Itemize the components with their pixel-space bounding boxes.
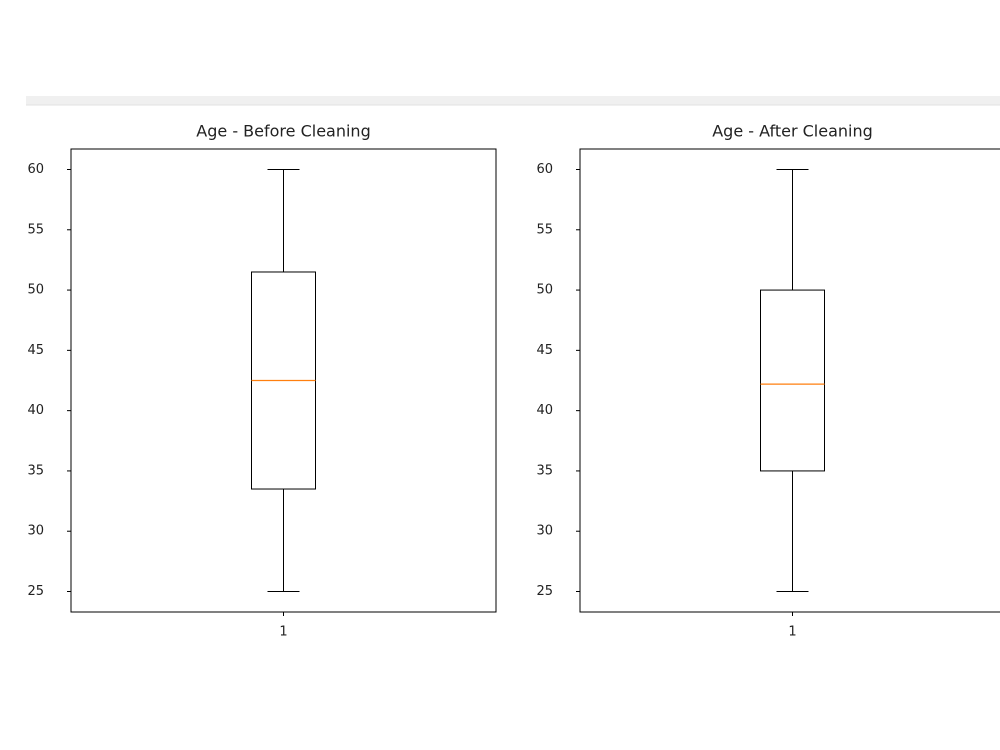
chart-title: Age - After Cleaning <box>712 122 873 141</box>
y-tick-label: 55 <box>536 222 553 237</box>
y-tick-label: 30 <box>27 524 44 539</box>
y-tick-label: 60 <box>27 162 44 177</box>
y-tick-label: 40 <box>27 403 44 418</box>
y-tick-label: 45 <box>27 343 44 358</box>
axes-frame <box>579 148 1000 613</box>
y-tick-label: 45 <box>536 343 553 358</box>
x-tick-label: 1 <box>279 625 287 640</box>
box <box>760 289 825 472</box>
y-tick-label: 35 <box>27 463 44 478</box>
y-tick-label: 60 <box>536 162 553 177</box>
output-separator <box>26 96 1000 105</box>
y-tick-label: 50 <box>536 283 553 298</box>
y-tick-label: 30 <box>536 524 553 539</box>
x-tick-label: 1 <box>788 625 796 640</box>
y-tick-label: 55 <box>27 222 44 237</box>
y-tick-label: 50 <box>27 283 44 298</box>
y-tick-label: 25 <box>536 584 553 599</box>
y-tick-label: 40 <box>536 403 553 418</box>
chart-title: Age - Before Cleaning <box>196 122 370 141</box>
y-tick-label: 35 <box>536 463 553 478</box>
y-tick-label: 25 <box>27 584 44 599</box>
